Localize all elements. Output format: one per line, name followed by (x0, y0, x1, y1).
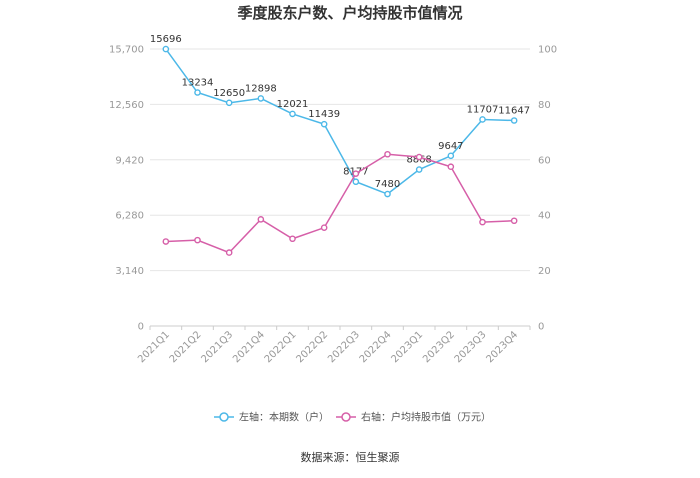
series-line-1 (165, 48, 515, 195)
data-point[interactable] (415, 153, 423, 161)
right-tick-label: 60 (538, 155, 551, 166)
right-tick-label: 20 (538, 266, 551, 277)
left-tick-label: 0 (138, 322, 144, 333)
x-tick-label: 2021Q4 (231, 329, 267, 365)
right-tick-label: 40 (538, 211, 551, 222)
data-label: 9647 (438, 141, 463, 152)
data-label: 12898 (245, 83, 277, 94)
data-point[interactable] (479, 218, 486, 226)
legend-marker (341, 412, 351, 422)
x-tick-label: 2022Q2 (294, 329, 330, 365)
data-point[interactable] (415, 166, 423, 173)
data-point[interactable] (447, 163, 455, 171)
left-tick-label: 3,140 (115, 266, 144, 277)
legend-item-1[interactable]: 左轴：本期数（户） (214, 411, 329, 424)
legend-label: 右轴：户均持股市值（万元） (361, 411, 491, 424)
x-tick-label: 2021Q3 (199, 329, 235, 365)
x-tick-label: 2022Q3 (326, 329, 362, 365)
right-tick-label: 80 (538, 100, 551, 111)
left-tick-label: 6,280 (115, 211, 144, 222)
data-point[interactable] (194, 89, 201, 96)
data-label: 15696 (150, 34, 182, 45)
data-point[interactable] (257, 95, 265, 102)
data-label: 12650 (213, 88, 245, 99)
chart-title: 季度股东户数、户均持股市值情况 (237, 4, 462, 22)
legend-marker (219, 412, 229, 422)
data-point[interactable] (289, 235, 296, 243)
x-tick-label: 2021Q1 (136, 329, 172, 365)
data-point[interactable] (225, 99, 233, 107)
gridlines (150, 48, 530, 272)
data-point[interactable] (447, 152, 455, 160)
data-point[interactable] (162, 45, 170, 53)
axes: 0 3,140 6,280 9,420 12,560 15,700 0 20 40 60 80 100… (109, 45, 557, 366)
data-label: 12021 (277, 99, 309, 110)
right-tick-label: 100 (538, 45, 557, 56)
left-tick-label: 9,420 (115, 155, 144, 166)
data-point[interactable] (479, 116, 486, 123)
x-tick-label: 2023Q4 (484, 329, 520, 365)
data-point[interactable] (352, 178, 360, 186)
data-point[interactable] (225, 249, 233, 256)
x-tick-label: 2023Q1 (389, 329, 425, 365)
legend[interactable]: 左轴：本期数（户） 右轴：户均持股市值（万元） (214, 411, 491, 424)
series-layer: 1569613234126501289812021114398177748088… (150, 34, 530, 256)
data-label: 11439 (308, 109, 340, 120)
data-point[interactable] (510, 117, 518, 124)
data-point[interactable] (289, 110, 296, 118)
right-tick-label: 0 (538, 322, 544, 333)
left-tick-label: 15,700 (109, 45, 144, 56)
data-point[interactable] (384, 190, 391, 198)
data-point[interactable] (510, 217, 518, 225)
legend-label: 左轴：本期数（户） (239, 411, 329, 424)
data-point[interactable] (320, 120, 328, 128)
legend-item-2[interactable]: 右轴：户均持股市值（万元） (336, 411, 491, 424)
data-label: 11707 (467, 104, 499, 115)
data-point[interactable] (384, 150, 391, 158)
x-tick-label: 2022Q4 (358, 329, 394, 365)
data-point[interactable] (352, 170, 360, 177)
data-point[interactable] (320, 224, 328, 231)
x-tick-label: 2023Q2 (421, 329, 457, 365)
data-point[interactable] (194, 236, 201, 244)
left-tick-label: 12,560 (109, 100, 144, 111)
data-source: 数据来源：恒生聚源 (301, 450, 400, 464)
data-label: 7480 (375, 179, 400, 190)
x-tick-label: 2022Q1 (263, 329, 299, 365)
series-line-2 (165, 153, 515, 254)
x-tick-label: 2021Q2 (168, 329, 204, 365)
data-label: 11647 (498, 106, 530, 117)
data-point[interactable] (257, 216, 265, 223)
data-label: 13234 (182, 78, 214, 89)
data-point[interactable] (162, 238, 170, 245)
x-tick-label: 2023Q3 (453, 329, 489, 365)
